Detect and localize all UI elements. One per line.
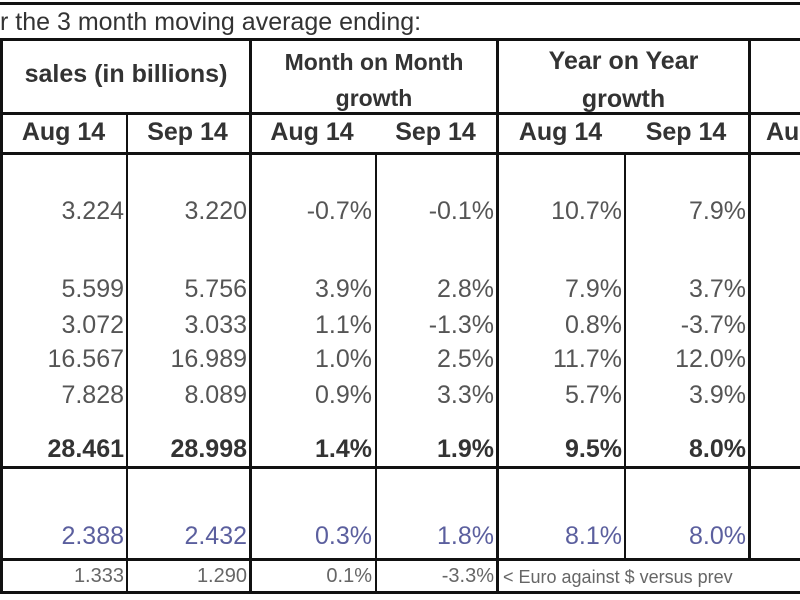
- table-title: r the 3 month moving average ending:: [0, 8, 422, 36]
- table-row-5-cell: 9.5%: [565, 435, 622, 463]
- table-row-3-cell: 16.989: [170, 345, 247, 373]
- table-row-2-cell: -1.3%: [428, 311, 494, 339]
- table-row-5-cell: 8.0%: [689, 435, 746, 463]
- subheader-2: Aug 14: [270, 118, 354, 146]
- table-row-4-cell: 0.9%: [315, 381, 372, 409]
- table-row-4-cell: 3.9%: [689, 381, 746, 409]
- table-row-2-cell: 1.1%: [315, 311, 372, 339]
- table-row-1-cell: 7.9%: [565, 275, 622, 303]
- subheader-6: Au: [766, 118, 800, 146]
- table-row-3-cell: 11.7%: [552, 345, 622, 373]
- table-row-3-cell: 12.0%: [675, 345, 746, 373]
- blue-row-cell: 2.432: [184, 522, 247, 550]
- table-row-1-cell: 3.7%: [689, 275, 746, 303]
- table-row-0-cell: 3.224: [61, 197, 124, 225]
- subheader-3: Sep 14: [395, 118, 476, 146]
- table-row-2-cell: 3.072: [61, 311, 124, 339]
- header-mom: Month on Month growth: [252, 44, 496, 116]
- table-row-0-cell: 7.9%: [689, 197, 746, 225]
- header-yoy-line1: Year on Year: [548, 47, 699, 75]
- table-row-5-cell: 1.9%: [437, 435, 494, 463]
- fx-row-cell: -3.3%: [441, 565, 494, 587]
- header-mom-line2: growth: [335, 85, 413, 111]
- header-mom-line1: Month on Month: [284, 49, 464, 75]
- table-row-0-cell: -0.7%: [306, 197, 372, 225]
- blue-row-cell: 0.3%: [315, 522, 372, 550]
- table-row-0-cell: 3.220: [184, 197, 247, 225]
- table-row-3-cell: 16.567: [47, 345, 124, 373]
- table-row-1-cell: 5.756: [184, 275, 247, 303]
- header-yoy: Year on Year growth: [499, 42, 748, 118]
- table-row-2-cell: 0.8%: [565, 311, 622, 339]
- blue-row-cell: 8.1%: [565, 522, 622, 550]
- table-row-1-cell: 3.9%: [315, 275, 372, 303]
- table-row-3-cell: 1.0%: [315, 345, 372, 373]
- blue-row-cell: 1.8%: [437, 522, 494, 550]
- table-row-5-cell: 28.998: [170, 435, 247, 463]
- table-row-1-cell: 5.599: [61, 275, 124, 303]
- blue-row-cell: 8.0%: [689, 522, 746, 550]
- table-row-5-cell: 1.4%: [315, 435, 372, 463]
- header-yoy-line2: growth: [581, 85, 666, 113]
- table-row-0-cell: 10.7%: [551, 197, 622, 225]
- table-row-4-cell: 5.7%: [565, 381, 622, 409]
- table-row-1-cell: 2.8%: [437, 275, 494, 303]
- subheader-4: Aug 14: [518, 118, 603, 146]
- header-sales: sales (in billions): [24, 60, 228, 88]
- table-row-4-cell: 7.828: [61, 381, 124, 409]
- table-row-4-cell: 3.3%: [437, 381, 494, 409]
- table-row-0-cell: -0.1%: [428, 197, 494, 225]
- fx-note: < Euro against $ versus prev: [503, 567, 733, 587]
- blue-row-cell: 2.388: [61, 522, 124, 550]
- fx-row-cell: 0.1%: [326, 565, 372, 587]
- fx-row-cell: 1.290: [196, 565, 247, 587]
- table-row-5-cell: 28.461: [47, 435, 124, 463]
- table-row-2-cell: -3.7%: [680, 311, 746, 339]
- subheader-0: Aug 14: [21, 118, 106, 146]
- subheader-1: Sep 14: [147, 118, 228, 146]
- fx-row-cell: 1.333: [73, 565, 124, 587]
- subheader-5: Sep 14: [645, 118, 727, 146]
- table-row-3-cell: 2.5%: [437, 345, 494, 373]
- table-row-2-cell: 3.033: [184, 311, 247, 339]
- table-row-4-cell: 8.089: [184, 381, 247, 409]
